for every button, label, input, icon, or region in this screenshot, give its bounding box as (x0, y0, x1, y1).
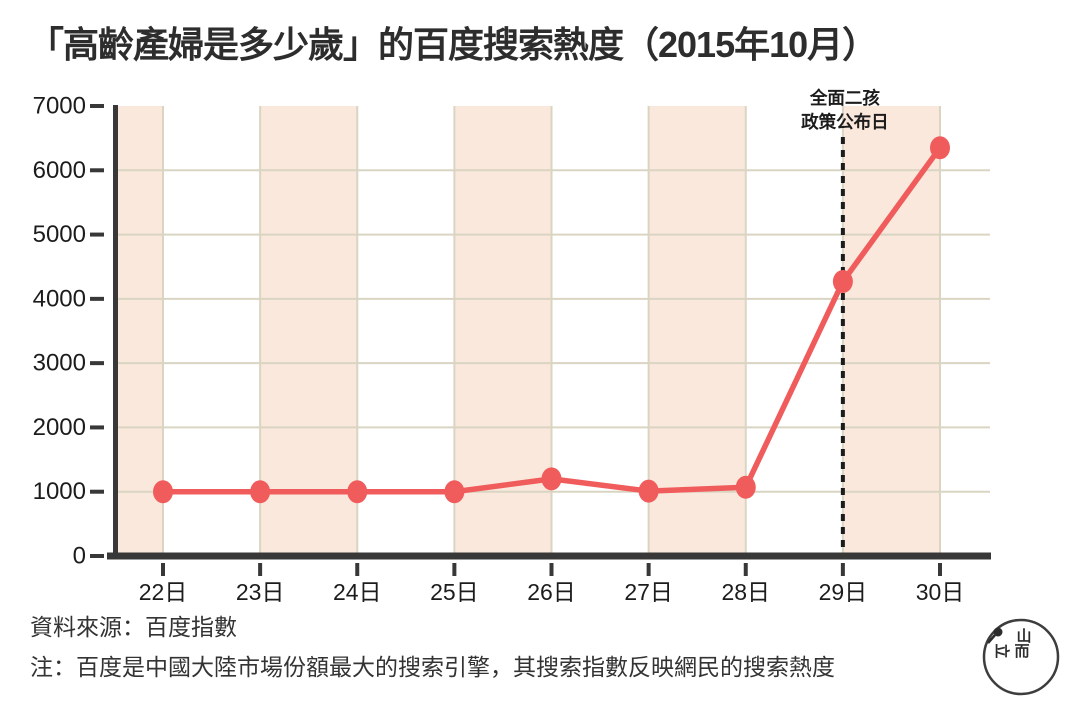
x-tick-label: 22日 (139, 579, 188, 605)
data-point (735, 475, 756, 499)
data-point (250, 480, 271, 504)
y-tick-label: 1000 (33, 478, 86, 505)
y-tick-label: 3000 (33, 350, 86, 377)
y-tick-label: 6000 (33, 157, 86, 184)
logo-glyph-er: 而 (1014, 643, 1029, 660)
footer: 資料來源：百度指數 注：百度是中國大陸市場份額最大的搜索引擎，其搜索指數反映網民… (30, 616, 835, 679)
x-tick-label: 24日 (333, 579, 382, 605)
data-point (541, 467, 562, 491)
annotation-line: 政策公布日 (801, 112, 889, 132)
logo-circle (982, 618, 1060, 696)
logo-glyph-li: 立 (993, 643, 1011, 658)
x-tick-label: 28日 (721, 579, 770, 605)
plot-band (842, 106, 940, 556)
chart-title: 「高齡產婦是多少歲」的百度搜索熱度（2015年10月） (28, 24, 878, 65)
annotation-line: 全面二孩 (809, 88, 880, 108)
logo-dot (993, 627, 1003, 637)
y-tick-label: 5000 (33, 221, 86, 248)
plot-band (648, 106, 746, 556)
data-point (832, 270, 853, 293)
chart-area: 0 1000 2000 3000 4000 5000 6000 7000 22日 23日 24日 25… (33, 88, 991, 605)
x-tick-label: 23日 (236, 579, 285, 605)
initium-media-logo-icon: 山 而 立 (982, 618, 1060, 696)
data-point (153, 480, 173, 504)
data-point (444, 480, 465, 504)
logo-stroke (987, 634, 996, 644)
data-point (347, 480, 368, 504)
logo-glyph-shan: 山 (1016, 628, 1031, 645)
y-tick-label: 7000 (33, 93, 86, 120)
y-tick-label: 4000 (33, 285, 86, 312)
footnote-text: 注：百度是中國大陸市場份額最大的搜索引擎，其搜索指數反映網民的搜索熱度 (30, 654, 835, 680)
y-tick-label: 2000 (33, 414, 86, 441)
x-tick-label: 30日 (916, 579, 965, 605)
plot-band (118, 106, 163, 556)
y-tick-label: 0 (73, 543, 86, 570)
data-point (638, 479, 659, 503)
data-source-text: 資料來源：百度指數 (30, 614, 237, 640)
x-tick-label: 26日 (527, 579, 576, 605)
x-tick-label: 25日 (430, 579, 479, 605)
data-point (930, 136, 950, 160)
plot-band (260, 106, 358, 556)
x-tick-label: 27日 (624, 579, 673, 605)
x-tick-label: 29日 (819, 579, 868, 605)
line-chart: 0 1000 2000 3000 4000 5000 6000 7000 22日 23日 24日 25… (33, 88, 991, 605)
